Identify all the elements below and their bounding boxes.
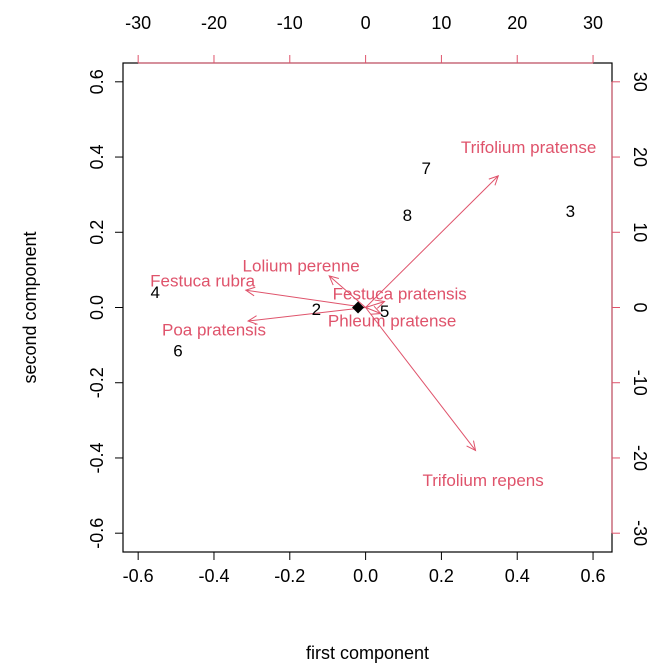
x-tick-label: 0.2 — [429, 566, 454, 586]
variable-label: Poa pratensis — [162, 321, 266, 340]
variable-label: Festuca pratensis — [333, 284, 467, 303]
variable-label: Lolium perenne — [243, 257, 360, 276]
top-tick-label: 10 — [431, 13, 451, 33]
variable-arrow — [248, 307, 366, 322]
top-tick-label: -10 — [277, 13, 303, 33]
x-tick-label: 0.0 — [353, 566, 378, 586]
y-axis-title: second component — [20, 231, 40, 383]
y-tick-label: 0.6 — [87, 69, 107, 94]
top-tick-label: -30 — [125, 13, 151, 33]
arrow-head — [328, 275, 339, 286]
variable-arrows — [244, 175, 500, 452]
x-tick-label: -0.2 — [274, 566, 305, 586]
observation-label: 7 — [422, 159, 431, 178]
variable-label: Trifolium repens — [422, 471, 543, 490]
observation-label: 5 — [380, 302, 389, 321]
y-tick-label: -0.4 — [87, 442, 107, 473]
top-tick-label: 20 — [507, 13, 527, 33]
x-axis-top: -30 -20 -10 0 10 20 30 — [125, 13, 603, 64]
right-tick-label: 0 — [630, 302, 650, 312]
variable-label: Trifolium pratense — [461, 138, 596, 157]
x-tick-label: 0.6 — [581, 566, 606, 586]
x-axis-title: first component — [306, 643, 429, 663]
arrow-head — [246, 315, 258, 325]
arrow-head — [488, 175, 500, 186]
right-tick-label: -20 — [630, 445, 650, 471]
observation-label: 4 — [150, 283, 159, 302]
y-axis-left: -0.6 -0.4 -0.2 0.0 0.2 0.4 0.6 — [87, 69, 123, 549]
x-tick-label: -0.6 — [123, 566, 154, 586]
variable-arrow — [365, 175, 499, 308]
top-tick-label: -20 — [201, 13, 227, 33]
variable-label: Phleum pratense — [328, 312, 457, 331]
top-tick-label: 30 — [583, 13, 603, 33]
top-tick-label: 0 — [361, 13, 371, 33]
arrow-head — [244, 286, 256, 297]
y-axis-right: -30 -20 -10 0 10 20 30 — [611, 72, 650, 546]
observation-label: 2 — [312, 300, 321, 319]
y-tick-label: -0.6 — [87, 518, 107, 549]
variable-label: Festuca rubra — [150, 272, 255, 291]
variable-labels: Trifolium pratense Trifolium repens Festuc… — [150, 138, 596, 490]
observation-label: 6 — [173, 341, 182, 360]
variable-arrow — [365, 307, 381, 314]
variable-arrow — [328, 275, 366, 308]
right-tick-label: -30 — [630, 520, 650, 546]
x-axis-bottom: -0.6 -0.4 -0.2 0.0 0.2 0.4 0.6 — [123, 551, 606, 586]
right-tick-label: 30 — [630, 72, 650, 92]
observation-labels: 2 3 4 5 6 7 8 — [150, 159, 575, 360]
observation-marker — [352, 301, 365, 314]
observation-label: 3 — [566, 202, 575, 221]
observation-label: 8 — [403, 206, 412, 225]
arrow-head — [466, 440, 477, 452]
right-tick-label: 20 — [630, 147, 650, 167]
right-tick-label: 10 — [630, 222, 650, 242]
arrow-head — [370, 305, 382, 315]
y-tick-label: -0.2 — [87, 367, 107, 398]
variable-arrow — [365, 301, 385, 308]
y-tick-label: 0.2 — [87, 220, 107, 245]
arrow-head — [374, 299, 386, 309]
x-tick-label: -0.4 — [198, 566, 229, 586]
y-tick-label: 0.4 — [87, 145, 107, 170]
variable-arrow — [245, 289, 366, 308]
right-tick-label: -10 — [630, 370, 650, 396]
variable-arrow — [365, 307, 476, 451]
y-tick-label: 0.0 — [87, 295, 107, 320]
x-tick-label: 0.4 — [505, 566, 530, 586]
